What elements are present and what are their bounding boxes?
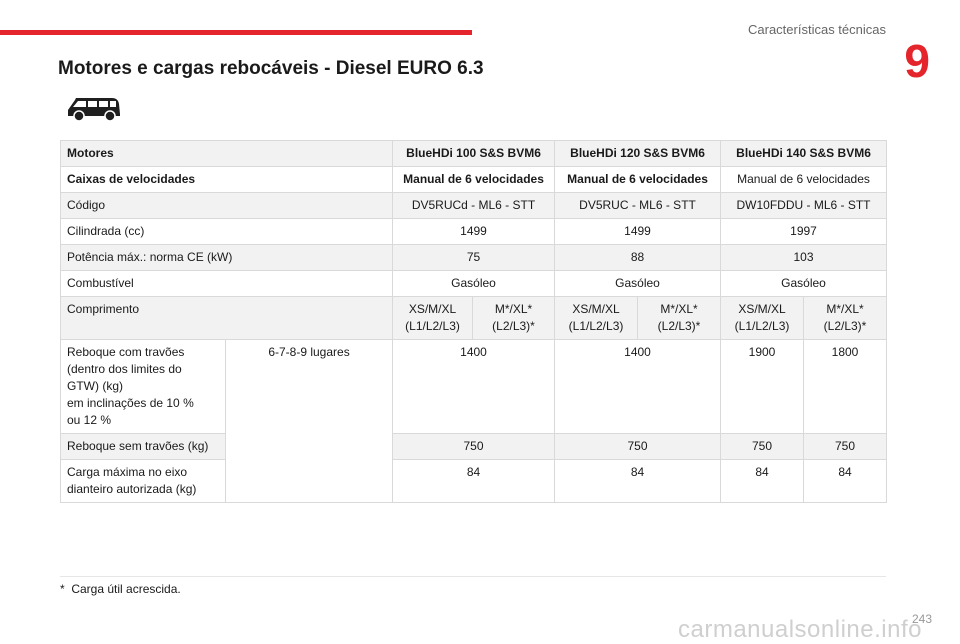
unbraked-cell: 750 (803, 433, 888, 460)
length-cell: XS/M/XL (L1/L2/L3) (720, 296, 805, 340)
braked-cell: 1800 (803, 339, 888, 434)
seats-label: 6-7-8-9 lugares (224, 339, 394, 503)
page-title: Motores e cargas rebocáveis - Diesel EUR… (58, 58, 484, 79)
fuel-label: Combustível (59, 270, 394, 297)
braked-cell: 1400 (554, 339, 722, 434)
power-cell: 103 (720, 244, 888, 271)
table-row: Carga máxima no eixo dianteiro autorizada… (60, 459, 888, 503)
page-number: 243 (911, 612, 932, 626)
unbraked-towing-label: Reboque sem travões (kg) (60, 433, 226, 460)
axle-cell: 84 (392, 459, 556, 503)
table-row: Reboque com travões (dentro dos limites … (60, 339, 888, 503)
displacement-label: Cilindrada (cc) (59, 218, 394, 245)
length-label: Comprimento (59, 296, 394, 340)
motores-label: Motores (59, 140, 394, 167)
table-row: Reboque sem travões (kg) 750 750 750 750 (60, 433, 888, 460)
engine-cell: BlueHDi 140 S&S BVM6 (720, 140, 888, 167)
table-row: Caixas de velocidades Manual de 6 veloci… (59, 166, 888, 193)
code-cell: DW10FDDU - ML6 - STT (720, 192, 888, 219)
length-cell: M*/XL* (L2/L3)* (472, 296, 556, 340)
displacement-cell: 1499 (554, 218, 722, 245)
length-cell: XS/M/XL (L1/L2/L3) (392, 296, 474, 340)
footnote-divider (60, 576, 886, 577)
length-cell: M*/XL* (L2/L3)* (637, 296, 722, 340)
axle-load-label: Carga máxima no eixo dianteiro autorizada… (60, 459, 226, 503)
engine-cell: BlueHDi 100 S&S BVM6 (392, 140, 556, 167)
displacement-cell: 1997 (720, 218, 888, 245)
length-cell: M*/XL* (L2/L3)* (803, 296, 888, 340)
displacement-cell: 1499 (392, 218, 556, 245)
footnote: * Carga útil acrescida. (60, 582, 181, 596)
code-cell: DV5RUC - ML6 - STT (554, 192, 722, 219)
gearbox-cell: Manual de 6 velocidades (720, 166, 888, 193)
van-icon (68, 98, 120, 122)
header-red-bar (0, 30, 472, 35)
unbraked-cell: 750 (554, 433, 722, 460)
braked-cell: 1400 (392, 339, 556, 434)
engine-cell: BlueHDi 120 S&S BVM6 (554, 140, 722, 167)
power-cell: 88 (554, 244, 722, 271)
code-label: Código (59, 192, 394, 219)
axle-cell: 84 (720, 459, 805, 503)
power-label: Potência máx.: norma CE (kW) (59, 244, 394, 271)
power-cell: 75 (392, 244, 556, 271)
length-cell: XS/M/XL (L1/L2/L3) (554, 296, 639, 340)
fuel-cell: Gasóleo (720, 270, 888, 297)
gearbox-cell: Manual de 6 velocidades (554, 166, 722, 193)
footnote-mark: * (60, 582, 65, 596)
braked-towing-label: Reboque com travões (dentro dos limites … (60, 339, 226, 434)
table-row: Potência máx.: norma CE (kW) 75 88 103 (59, 244, 888, 271)
table-row: Motores BlueHDi 100 S&S BVM6 BlueHDi 120… (59, 140, 888, 167)
footnote-text: Carga útil acrescida. (71, 582, 181, 596)
fuel-cell: Gasóleo (392, 270, 556, 297)
chapter-number: 9 (904, 35, 930, 87)
watermark: carmanualsonline.info (678, 616, 922, 643)
gearbox-cell: Manual de 6 velocidades (392, 166, 556, 193)
section-label: Características técnicas (748, 22, 886, 37)
table-row: Cilindrada (cc) 1499 1499 1997 (59, 218, 888, 245)
code-cell: DV5RUCd - ML6 - STT (392, 192, 556, 219)
unbraked-cell: 750 (392, 433, 556, 460)
braked-cell: 1900 (720, 339, 805, 434)
table-row: Comprimento XS/M/XL (L1/L2/L3) M*/XL* (L2/… (59, 296, 888, 340)
fuel-cell: Gasóleo (554, 270, 722, 297)
engine-spec-table: Motores BlueHDi 100 S&S BVM6 BlueHDi 120… (59, 140, 888, 503)
axle-cell: 84 (554, 459, 722, 503)
table-row: Código DV5RUCd - ML6 - STT DV5RUC - ML6 … (59, 192, 888, 219)
unbraked-cell: 750 (720, 433, 805, 460)
gearbox-label: Caixas de velocidades (59, 166, 394, 193)
axle-cell: 84 (803, 459, 888, 503)
table-row: Combustível Gasóleo Gasóleo Gasóleo (59, 270, 888, 297)
